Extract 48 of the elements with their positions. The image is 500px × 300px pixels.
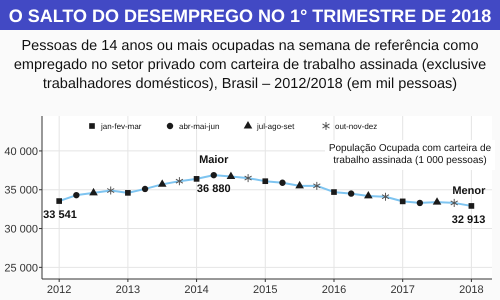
y-tick-label: 35 000: [4, 184, 38, 197]
point: [142, 186, 148, 192]
annotation: Menor: [452, 184, 486, 197]
x-tick-label: 2017: [390, 284, 415, 296]
x-tick-label: 2015: [253, 284, 278, 296]
point: [468, 203, 474, 209]
point: [382, 192, 390, 202]
point: [364, 190, 373, 198]
point: [450, 198, 458, 208]
data-label: 36 880: [196, 183, 231, 196]
point: [194, 176, 200, 182]
point: [400, 198, 406, 204]
annotation: Maior: [199, 154, 230, 166]
x-tick-label: 2014: [184, 284, 209, 296]
point: [56, 198, 62, 204]
data-label: 32 913: [452, 214, 486, 226]
point: [295, 180, 304, 188]
point: [416, 200, 424, 206]
point: [432, 197, 442, 205]
point: [73, 192, 80, 198]
chart-subtitle: Pessoas de 14 anos ou mais ocupadas na semana de referência como empregado no setor privado com carteira de trabalho assinada (exclusive trabalhadores domésticos), Brasil – 2012/2018 (em mil pessoas): [14, 38, 486, 92]
point: [331, 189, 337, 195]
point: [125, 190, 131, 196]
data-label: 33 541: [43, 209, 77, 222]
x-tick-label: 2012: [46, 284, 72, 296]
legend-label: abr-mai-jun: [179, 122, 220, 131]
point: [158, 179, 167, 187]
x-tick-label: 2013: [116, 284, 140, 296]
annotation: População Ocupada com carteira de trabalho assinada (1 000 pessoas): [328, 143, 492, 166]
chart-title: O SALTO DO DESEMPREGO NO 1° TRIMESTRE DE 2018: [8, 6, 492, 26]
y-tick-label: 30 000: [4, 224, 38, 236]
point: [106, 186, 115, 196]
y-tick-label: 40 000: [4, 146, 38, 158]
legend-label: jul-ago-set: [256, 122, 296, 131]
point: [348, 190, 354, 197]
point: [312, 181, 321, 190]
point: [279, 180, 286, 186]
point: [244, 174, 252, 183]
point: [89, 188, 98, 196]
point: [210, 172, 217, 178]
y-tick-label: 25 000: [4, 262, 38, 274]
legend-label: jan-fev-mar: [100, 122, 142, 131]
point: [226, 172, 236, 180]
legend-label: out-nov-dez: [335, 122, 378, 131]
x-tick-label: 2016: [322, 284, 346, 296]
point: [262, 178, 268, 184]
point: [175, 176, 184, 186]
x-tick-label: 2018: [459, 284, 484, 296]
